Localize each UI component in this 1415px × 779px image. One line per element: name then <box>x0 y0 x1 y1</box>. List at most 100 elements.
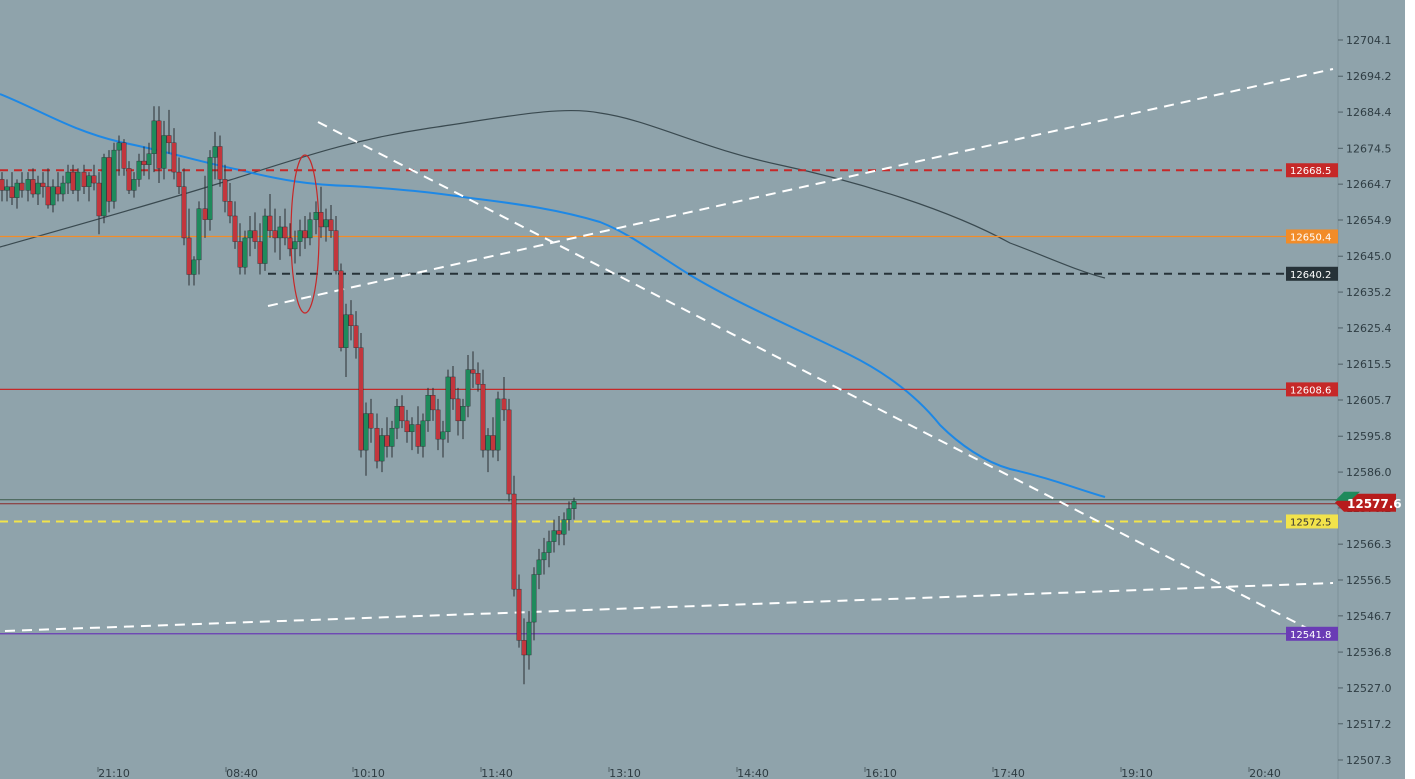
level-label-bg <box>1286 382 1338 397</box>
candle-body <box>181 186 187 239</box>
candle <box>25 172 31 202</box>
candle-body <box>556 530 562 535</box>
candle-body <box>227 201 233 217</box>
candle-body <box>171 142 177 173</box>
candle-body <box>404 420 410 433</box>
candle <box>131 172 137 198</box>
candle-body <box>425 395 431 422</box>
level-label-bg <box>1286 229 1338 244</box>
candle <box>171 128 177 180</box>
candle <box>480 369 486 458</box>
candle-body <box>394 406 400 429</box>
y-tick-label: 12546.7 <box>1346 610 1392 623</box>
candle-body <box>161 135 167 169</box>
candle-body <box>571 501 577 509</box>
candle-body <box>222 179 228 202</box>
candle <box>445 369 451 443</box>
candle-body <box>35 182 41 195</box>
x-tick-label: 20:40 <box>1249 767 1281 779</box>
trendline[interactable] <box>317 121 1331 641</box>
level-label: 12668.5 <box>1286 163 1338 178</box>
candle <box>212 131 218 180</box>
level-label: 12541.8 <box>1286 626 1338 641</box>
candle <box>252 212 258 249</box>
candle-body <box>14 182 20 198</box>
trendline[interactable] <box>4 582 1334 632</box>
candle <box>186 208 192 286</box>
candle <box>287 223 293 257</box>
candle-body <box>9 186 15 198</box>
trendline[interactable] <box>267 68 1334 307</box>
y-tick-label: 12704.1 <box>1346 34 1392 47</box>
candle <box>207 150 213 231</box>
candle-body <box>566 508 572 520</box>
x-tick-label: 11:40 <box>481 767 513 779</box>
candle <box>272 208 278 253</box>
candle-body <box>363 413 369 451</box>
y-tick-label: 12625.4 <box>1346 322 1392 335</box>
y-tick-label: 12645.0 <box>1346 250 1392 263</box>
candle-body <box>262 215 268 264</box>
candle <box>440 420 446 458</box>
y-tick-label: 12507.3 <box>1346 754 1392 767</box>
candle <box>404 409 410 443</box>
candle-body <box>151 120 157 154</box>
candle-body <box>343 314 349 348</box>
candle <box>460 398 466 440</box>
candle-body <box>333 230 339 272</box>
candle <box>368 398 374 443</box>
candle-body <box>460 406 466 422</box>
candle-body <box>531 574 537 623</box>
candle-body <box>86 175 92 187</box>
candle-body <box>526 621 532 656</box>
current-price-tag-accent <box>1335 491 1360 501</box>
candle-body <box>323 219 329 228</box>
candle-body <box>121 142 127 169</box>
candle <box>196 201 202 275</box>
candle <box>531 567 537 641</box>
candle-body <box>379 435 385 462</box>
y-tick-label: 12527.0 <box>1346 682 1392 695</box>
candle-body <box>420 420 426 447</box>
candle <box>151 106 157 173</box>
candle-body <box>267 215 273 231</box>
candle-body <box>111 149 117 202</box>
candle-body <box>196 208 202 261</box>
candle-body <box>4 186 10 191</box>
x-tick-label: 08:40 <box>226 767 258 779</box>
level-label-text: 12608.6 <box>1290 385 1331 396</box>
current-price-tag: 12577.6 <box>1335 491 1402 512</box>
candle <box>176 157 182 195</box>
candle <box>81 164 87 195</box>
candle <box>86 172 92 202</box>
level-label-bg <box>1286 514 1338 529</box>
candle <box>323 208 329 242</box>
candle-body <box>368 413 374 429</box>
candle <box>333 215 339 275</box>
level-label: 12650.4 <box>1286 229 1338 244</box>
candle-body <box>480 384 486 451</box>
candle <box>166 109 172 154</box>
candle <box>450 365 456 410</box>
level-label: 12572.5 <box>1286 514 1338 529</box>
candle-body <box>50 186 56 206</box>
candle-body <box>389 427 395 447</box>
x-axis: 21:10 08:40 10:10 11:40 13:10 14:40 16:10 17:40… <box>97 767 1281 779</box>
candle-body <box>25 179 31 191</box>
candle <box>35 175 41 205</box>
candle-body <box>435 409 441 440</box>
candle <box>45 168 51 209</box>
candle <box>156 106 162 184</box>
candle-body <box>465 369 471 407</box>
y-tick-label: 12605.7 <box>1346 394 1392 407</box>
candle-body <box>409 424 415 433</box>
trendlines <box>4 68 1334 641</box>
candle <box>242 230 248 275</box>
candle <box>420 413 426 458</box>
candle-body <box>232 215 238 242</box>
candle-body <box>166 135 172 144</box>
candle-body <box>328 219 334 231</box>
candle <box>96 172 102 235</box>
candle-body <box>292 241 298 250</box>
